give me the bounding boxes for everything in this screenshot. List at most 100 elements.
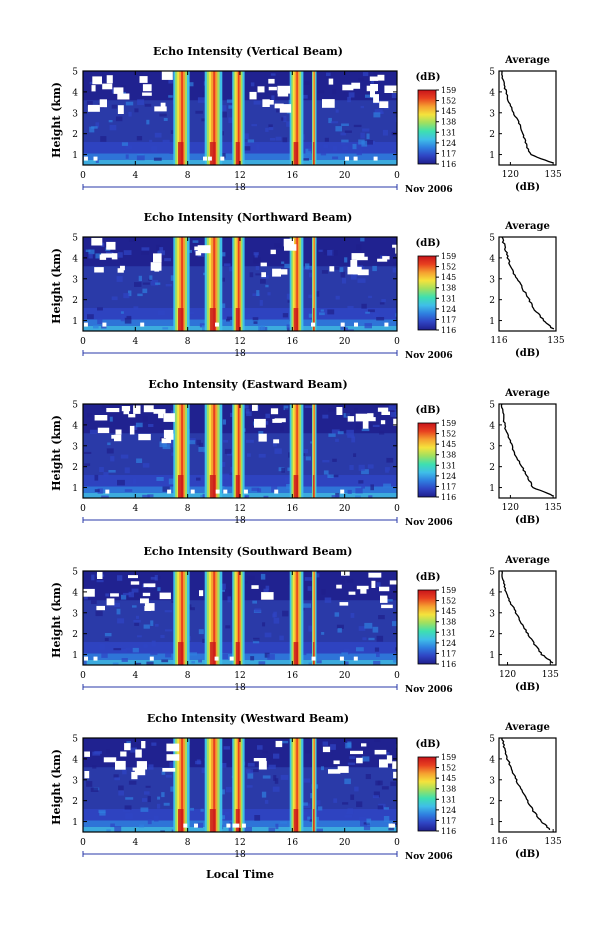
heatmap-cell	[134, 622, 140, 626]
missing-data	[339, 602, 349, 606]
missing-data	[379, 101, 389, 108]
heatmap-cell	[228, 826, 233, 832]
echo-band	[175, 571, 178, 665]
y-tick-label: 2	[72, 296, 78, 306]
heatmap-cell	[274, 778, 279, 784]
heatmap-cell	[117, 252, 123, 258]
average-y-tick-label: 1	[489, 151, 495, 161]
heatmap-cell	[269, 138, 276, 141]
heatmap-cell	[149, 275, 153, 280]
heatmap-cell	[120, 454, 129, 459]
heatmap-cell	[134, 662, 142, 665]
heatmap-cell	[143, 624, 150, 629]
heatmap-cell	[258, 325, 263, 331]
average-x-label: (dB)	[515, 182, 540, 193]
chart-panel-5: Echo Intensity (Westward Beam) Height (km…	[50, 712, 562, 862]
colorbar-tick-label: 117	[441, 816, 456, 825]
heatmap-cell	[198, 446, 207, 452]
missing-data	[160, 102, 166, 108]
missing-data	[279, 104, 292, 113]
heatmap-cell	[83, 596, 88, 600]
heatmap-cell	[342, 802, 349, 805]
echo-band	[299, 71, 302, 165]
heatmap-cell	[95, 159, 99, 163]
echo-band	[175, 738, 178, 832]
heatmap-cell	[305, 263, 310, 270]
heatmap-cell	[303, 811, 308, 816]
missing-data	[101, 253, 114, 258]
echo-band	[294, 738, 297, 832]
missing-data	[357, 269, 369, 276]
missing-data	[350, 750, 363, 755]
echo-band	[213, 404, 216, 498]
heatmap-cell	[361, 756, 370, 762]
missing-data	[153, 409, 166, 414]
heatmap-cell	[120, 315, 125, 322]
echo-band	[177, 404, 180, 498]
heatmap-cell	[105, 749, 111, 754]
missing-data	[220, 156, 225, 161]
colorbar-tick-label: 131	[441, 628, 456, 637]
heatmap-cell	[346, 329, 354, 331]
heatmap-cell	[195, 110, 203, 114]
echo-band	[173, 71, 176, 165]
missing-data	[119, 265, 125, 271]
heatmap-cell	[308, 625, 315, 632]
echo-band	[183, 71, 186, 165]
heatmap-cell	[390, 412, 397, 417]
heatmap-cell	[88, 253, 93, 259]
chart-title: Echo Intensity (Eastward Beam)	[148, 378, 347, 391]
missing-data	[253, 758, 267, 762]
echo-band	[291, 71, 294, 165]
heatmap-cell	[335, 493, 340, 498]
heatmap-cell	[125, 797, 134, 800]
echo-band	[297, 404, 301, 498]
heatmap-cell	[263, 495, 269, 498]
echo-band	[239, 71, 242, 165]
heatmap-cell	[168, 77, 173, 84]
echo-band	[185, 237, 188, 331]
missing-data	[97, 427, 110, 434]
heatmap-cell	[249, 272, 254, 278]
x-tick-label: 20	[339, 337, 351, 347]
heatmap-cell	[379, 431, 385, 435]
heatmap-cell	[258, 661, 266, 665]
heatmap	[83, 571, 397, 665]
echo-core	[293, 308, 299, 331]
echo-band	[183, 404, 186, 498]
heatmap-cell	[308, 662, 313, 665]
average-x-tick-label: 120	[502, 503, 519, 513]
heatmap-cell	[363, 825, 371, 831]
heatmap-cell	[351, 436, 356, 443]
echo-band	[238, 71, 241, 165]
heatmap-cell	[347, 434, 355, 438]
heatmap-cell	[281, 740, 289, 744]
echo-band	[301, 237, 304, 331]
heatmap-cell	[222, 252, 226, 257]
colorbar-unit: (dB)	[416, 739, 441, 750]
echo-band	[173, 237, 176, 331]
x-tick-label: 0	[394, 504, 400, 514]
heatmap-cell	[252, 317, 259, 321]
echo-band	[232, 71, 235, 165]
heatmap-cell	[344, 778, 351, 785]
colorbar-tick-label: 152	[441, 764, 456, 773]
colorbar-tick-label: 116	[441, 326, 456, 335]
missing-data	[117, 268, 124, 273]
missing-data	[195, 250, 202, 256]
heatmap-cell	[364, 323, 372, 329]
missing-data	[117, 105, 124, 114]
missing-data	[165, 433, 174, 440]
heatmap-cell	[330, 744, 336, 750]
heatmap-cell	[302, 158, 309, 161]
heatmap-cell	[101, 571, 106, 575]
colorbar-tick-label: 159	[441, 252, 456, 261]
colorbar-tick-label: 117	[441, 149, 456, 158]
echo-band	[241, 571, 244, 665]
heatmap-cell	[394, 654, 397, 657]
heatmap-cell	[273, 775, 277, 781]
missing-data	[114, 434, 122, 442]
heatmap-cell	[188, 440, 196, 445]
heatmap-cell	[223, 263, 231, 267]
echo-band	[204, 404, 208, 498]
